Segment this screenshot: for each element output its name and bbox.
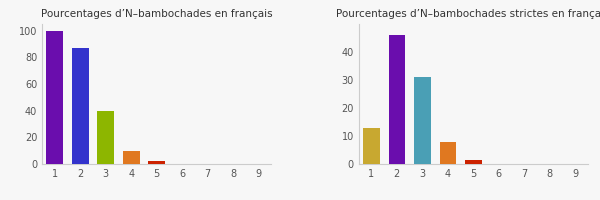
Bar bbox=[465, 160, 482, 164]
Bar bbox=[414, 77, 431, 164]
Bar bbox=[148, 161, 165, 164]
Bar bbox=[46, 31, 63, 164]
Bar bbox=[440, 142, 456, 164]
Bar bbox=[389, 35, 405, 164]
Title: Pourcentages d’N–bambochades en français: Pourcentages d’N–bambochades en français bbox=[41, 9, 272, 19]
Title: Pourcentages d’N–bambochades strictes en français: Pourcentages d’N–bambochades strictes en… bbox=[337, 9, 600, 19]
Bar bbox=[97, 111, 114, 164]
Bar bbox=[72, 48, 89, 164]
Bar bbox=[363, 128, 380, 164]
Bar bbox=[123, 151, 139, 164]
